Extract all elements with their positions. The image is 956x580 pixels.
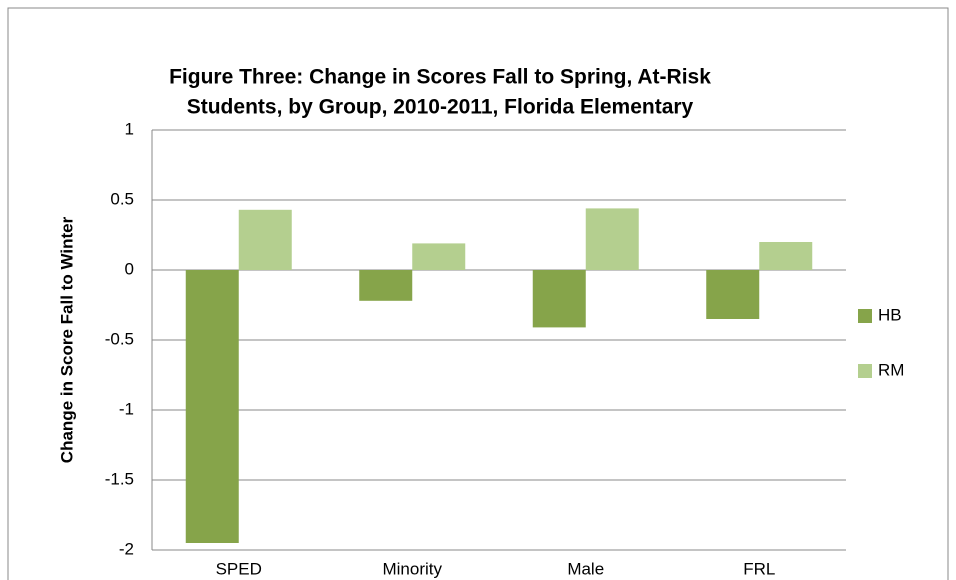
- y-tick-label: -1: [119, 399, 134, 418]
- x-tick-label: FRL: [743, 559, 775, 578]
- legend-label: HB: [878, 305, 902, 324]
- y-tick-label: 0.5: [110, 189, 134, 208]
- legend-swatch: [858, 309, 872, 323]
- bar: [412, 243, 466, 270]
- bar: [532, 270, 586, 328]
- bar: [706, 270, 760, 319]
- bar: [585, 208, 639, 270]
- bar: [759, 242, 813, 270]
- legend-label: RM: [878, 360, 904, 379]
- bar: [238, 209, 292, 270]
- y-tick-label: 0: [125, 259, 134, 278]
- bar: [359, 270, 413, 301]
- y-tick-label: -2: [119, 539, 134, 558]
- x-tick-label: Minority: [382, 559, 442, 578]
- chart-title: Figure Three: Change in Scores Fall to S…: [169, 66, 711, 89]
- chart-title: Students, by Group, 2010-2011, Florida E…: [187, 96, 694, 119]
- bar: [185, 270, 239, 543]
- y-tick-label: 1: [125, 119, 134, 138]
- x-tick-label: SPED: [216, 559, 262, 578]
- y-axis-label: Change in Score Fall to Winter: [57, 216, 76, 463]
- y-tick-label: -0.5: [105, 329, 134, 348]
- chart-border: [7, 7, 949, 580]
- legend-swatch: [858, 364, 872, 378]
- y-tick-label: -1.5: [105, 469, 134, 488]
- x-tick-label: Male: [567, 559, 604, 578]
